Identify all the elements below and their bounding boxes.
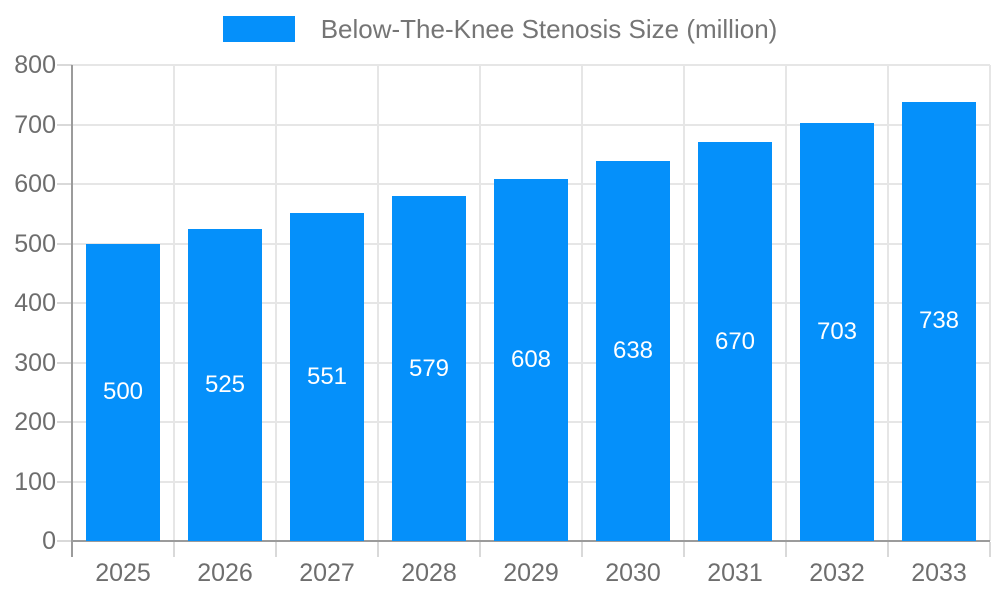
x-gridline: [275, 65, 277, 541]
bar-value-label: 703: [816, 317, 858, 345]
y-tick-mark: [57, 64, 72, 66]
x-gridline: [479, 65, 481, 541]
x-tick-mark: [377, 542, 379, 557]
y-gridline: [72, 123, 990, 126]
y-tick-mark: [57, 242, 72, 245]
x-tick-mark: [887, 542, 889, 557]
bar-2031: 670: [698, 142, 772, 541]
x-gridline: [887, 65, 889, 541]
x-axis-line: [71, 540, 990, 542]
bar-2029: 608: [494, 179, 568, 541]
y-axis-tick-label: 700: [14, 110, 56, 139]
y-tick-mark: [57, 421, 72, 423]
y-gridline: [72, 64, 990, 66]
bar-value-label: 500: [102, 378, 144, 406]
bar-value-label: 608: [510, 346, 552, 374]
x-tick-mark: [785, 542, 787, 557]
x-axis-tick-label: 2029: [503, 559, 559, 587]
bar-2032: 703: [800, 122, 874, 541]
bar-value-label: 738: [918, 307, 960, 335]
bar-value-label: 670: [714, 327, 756, 355]
y-axis-tick-label: 200: [14, 408, 56, 436]
x-axis-tick-label: 2031: [707, 559, 763, 587]
y-tick-mark: [57, 123, 72, 126]
x-tick-mark: [683, 542, 685, 557]
x-gridline: [989, 65, 991, 541]
bar-2025: 500: [86, 243, 160, 541]
y-tick-mark: [57, 361, 72, 364]
x-gridline: [683, 65, 685, 541]
x-axis-tick-label: 2026: [197, 559, 253, 587]
x-tick-mark: [989, 542, 991, 557]
x-gridline: [173, 65, 175, 541]
legend-swatch: [222, 16, 295, 42]
x-tick-mark: [479, 542, 481, 557]
bar-value-label: 551: [306, 363, 348, 391]
x-axis-tick-label: 2032: [809, 559, 865, 587]
bar-2026: 525: [188, 228, 262, 541]
x-gridline: [785, 65, 787, 541]
bar-value-label: 638: [612, 337, 654, 365]
x-axis-tick-label: 2033: [911, 559, 967, 587]
y-axis-tick-label: 300: [14, 348, 56, 377]
y-tick-mark: [57, 183, 72, 185]
x-tick-mark: [275, 542, 277, 557]
x-axis-tick-label: 2025: [95, 559, 151, 587]
y-tick-mark: [57, 540, 72, 542]
x-tick-mark: [173, 542, 175, 557]
y-axis-tick-label: 400: [14, 289, 56, 317]
x-gridline: [377, 65, 379, 541]
y-axis-tick-label: 500: [14, 229, 56, 258]
y-axis-tick-label: 0: [42, 527, 56, 555]
x-tick-mark: [581, 542, 583, 557]
y-axis-tick-label: 800: [14, 51, 56, 79]
y-axis-line: [71, 65, 73, 557]
y-axis-tick-label: 600: [14, 170, 56, 198]
legend-label: Below-The-Knee Stenosis Size (million): [320, 14, 778, 44]
bar-value-label: 525: [204, 370, 246, 398]
bar-2027: 551: [290, 213, 364, 541]
x-axis-tick-label: 2028: [401, 559, 457, 587]
legend: Below-The-Knee Stenosis Size (million): [0, 13, 1000, 45]
x-axis-tick-label: 2030: [605, 559, 661, 587]
y-tick-mark: [57, 302, 72, 304]
x-gridline: [581, 65, 583, 541]
bar-value-label: 579: [408, 354, 450, 382]
bar-2028: 579: [392, 196, 466, 541]
bar-2033: 738: [902, 101, 976, 541]
bar-2030: 638: [596, 161, 670, 541]
y-axis-tick-label: 100: [14, 467, 56, 496]
y-tick-mark: [57, 480, 72, 483]
x-axis-tick-label: 2027: [299, 559, 355, 587]
